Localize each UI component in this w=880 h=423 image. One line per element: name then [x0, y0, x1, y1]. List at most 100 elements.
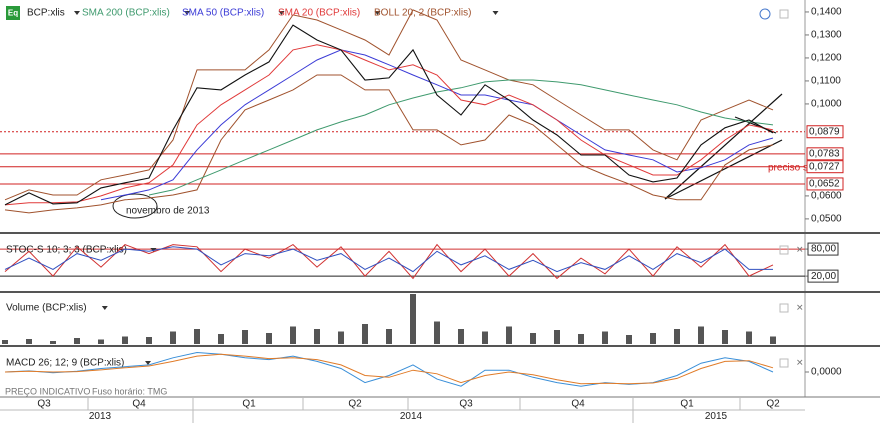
y-tick-box [807, 269, 839, 283]
x-year-label: 2013 [89, 411, 112, 422]
volume-bar [530, 333, 536, 344]
volume-bar [290, 326, 296, 344]
level-label: 0,0879 [809, 126, 840, 137]
volume-bar [338, 331, 344, 344]
dropdown-arrow [74, 11, 80, 15]
volume-bar [650, 333, 656, 344]
panel-close[interactable]: ✕ [796, 302, 804, 312]
level-label-box [806, 147, 844, 161]
y-tick-label: 80,00 [811, 244, 836, 255]
volume-bar [26, 339, 32, 344]
volume-bar [314, 329, 320, 344]
volume-bar [602, 331, 608, 344]
volume-bar [434, 321, 440, 344]
y-tick-label: 0,0500 [811, 214, 842, 225]
y-tick-label: 0,1100 [811, 76, 841, 87]
volume-bar [770, 336, 776, 344]
volume-bar [482, 331, 488, 344]
x-tick-label: Q1 [242, 399, 256, 410]
volume-bar [122, 336, 128, 344]
legend-entry: SMA 50 (BCP:xlis) [182, 8, 264, 19]
y-tick-label: 0,1200 [811, 53, 842, 64]
volume-bar [170, 331, 176, 344]
panel-close[interactable]: ✕ [796, 357, 804, 367]
y-tick-label: 0,1300 [811, 30, 842, 41]
volume-bar [722, 330, 728, 344]
volume-bar [746, 331, 752, 344]
level-label-box [806, 177, 844, 191]
y-tick-label: 0,0000 [811, 367, 842, 378]
x-tick-label: Q1 [680, 399, 694, 410]
x-tick-label: Q3 [37, 399, 51, 410]
volume-bar [218, 334, 224, 344]
volume-bar [242, 330, 248, 344]
dropdown-arrow [145, 361, 151, 365]
dropdown-arrow [101, 306, 108, 310]
footer: PREÇO INDICATIVO [5, 386, 90, 396]
x-tick-label: Q4 [132, 399, 146, 410]
volume-bar [194, 329, 200, 344]
volume-bar [674, 329, 680, 344]
legend-entry: BOLL 20; 2 (BCP:xlis) [374, 8, 471, 19]
panel-icon[interactable] [779, 358, 789, 368]
series-line [4, 246, 773, 273]
legend-entry: BCP:xlis [27, 8, 65, 19]
series-line [4, 243, 774, 280]
level-label: 0,0652 [809, 179, 840, 190]
y-tick-label: 0,1400 [811, 7, 842, 18]
panel-title: MACD 26; 12; 9 (BCP:xlis) [6, 358, 124, 369]
level-label-box [806, 125, 844, 139]
level-label-box [806, 160, 844, 174]
y-tick-label: 0,0600 [811, 191, 842, 202]
annotation: novembro de 2013 [126, 206, 210, 217]
x-tick-label: Q2 [766, 399, 780, 410]
volume-bar [626, 335, 632, 344]
dropdown-arrow [492, 11, 499, 15]
level-label: 0,0727 [809, 161, 840, 172]
volume-bar [698, 326, 704, 344]
volume-bar [506, 326, 512, 344]
window-icon[interactable] [779, 9, 789, 19]
y-tick-label: 20,00 [811, 271, 836, 282]
volume-bar [362, 324, 368, 344]
panel-title: Volume (BCP:xlis) [6, 303, 87, 314]
series-line [4, 44, 774, 206]
legend-entry: SMA 200 (BCP:xlis) [82, 8, 170, 19]
volume-bar [266, 333, 272, 344]
dropdown-arrow [374, 11, 381, 15]
clock-icon[interactable] [759, 8, 771, 20]
dropdown-arrow [184, 11, 190, 15]
volume-bar [458, 329, 464, 344]
volume-bar [410, 294, 416, 344]
legend-entry: SMA 20 (BCP:xlis) [278, 8, 360, 19]
series-line [4, 9, 774, 201]
timezone: Fuso horário: TMG [92, 386, 167, 396]
volume-bar [98, 339, 104, 344]
annotation: preciso s [768, 163, 808, 174]
x-tick-label: Q2 [348, 399, 362, 410]
volume-bar [386, 329, 392, 344]
volume-bar [578, 334, 584, 344]
volume-bar [50, 341, 56, 344]
price-line [4, 24, 774, 206]
series-line [100, 49, 774, 201]
panel-icon[interactable] [779, 303, 789, 313]
series-line [4, 74, 774, 214]
annotation-ellipse [112, 193, 158, 219]
y-tick-box [807, 242, 839, 256]
panel-title: STOC-S 10; 3; 3 (BCP:xlis) [6, 245, 127, 256]
symbol-icon[interactable] [6, 6, 20, 20]
series-line [4, 353, 774, 385]
volume-bar [74, 338, 80, 344]
volume-bar [554, 330, 560, 344]
dropdown-arrow [278, 11, 285, 15]
x-year-label: 2014 [400, 411, 423, 422]
panel-close[interactable]: ✕ [796, 244, 804, 254]
symbol-icon-text: Eq [8, 9, 18, 18]
volume-bar [146, 337, 152, 344]
x-tick-label: Q4 [571, 399, 585, 410]
panel-icon[interactable] [779, 245, 789, 255]
level-label: 0,0783 [809, 148, 840, 159]
